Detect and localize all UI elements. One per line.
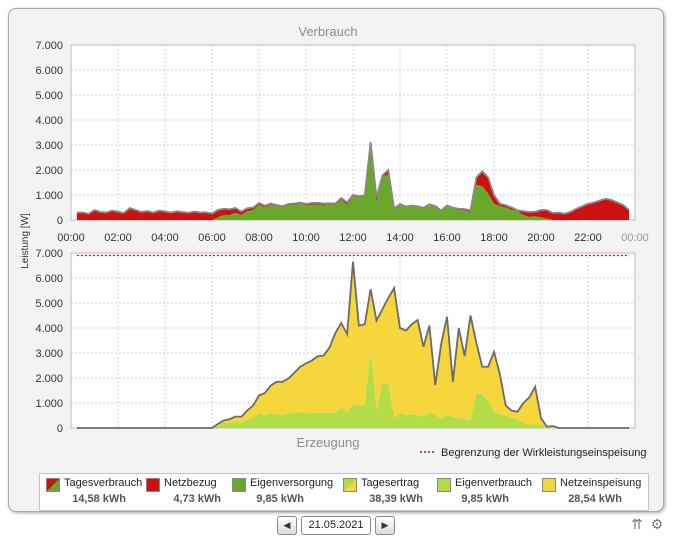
legend-label: Tagesertrag: [361, 477, 420, 489]
x-tick-label: 02:00: [104, 232, 132, 244]
area-eigenverbrauch: [76, 351, 630, 428]
arrow-left-icon: ◀: [283, 520, 291, 530]
energy-chart-panel: Verbrauch 7.000 6.000 5.000 4.000 3.000 2.000…: [8, 8, 664, 512]
y-tick-label: 7.000: [35, 40, 63, 52]
top-chart-x-ticks: 00:00 02:00 04:00 06:00 08:00 10:00 12:00 14:00…: [57, 232, 649, 244]
arrow-right-icon: ▶: [381, 520, 389, 530]
settings-icon[interactable]: ⚙: [650, 516, 664, 532]
legend-value: 28,54 kWh: [568, 493, 622, 505]
y-tick-label: 5.000: [35, 298, 63, 310]
export-icon[interactable]: ⇈: [631, 516, 643, 532]
x-tick-label: 06:00: [198, 232, 226, 244]
x-tick-label: 14:00: [386, 232, 414, 244]
y-tick-label: 6.000: [35, 273, 63, 285]
legend-label: Eigenversorgung: [250, 477, 334, 489]
x-tick-label: 00:00: [57, 232, 85, 244]
next-day-button[interactable]: ▶: [375, 516, 395, 535]
y-tick-label: 3.000: [35, 140, 63, 152]
legend-item-tagesertrag[interactable]: Tagesertrag 38,39 kWh: [343, 474, 435, 510]
x-tick-label: 10:00: [292, 232, 320, 244]
x-tick-label: 04:00: [151, 232, 179, 244]
y-tick-label: 1.000: [35, 190, 63, 202]
legend-value: 14,58 kWh: [72, 493, 126, 505]
legend-label: Eigenverbrauch: [455, 477, 533, 489]
total-outline: [76, 261, 630, 429]
tagesertrag-swatch: [343, 478, 357, 492]
x-tick-label: 00:00: [621, 232, 649, 244]
y-tick-label: 4.000: [35, 323, 63, 335]
legend-label: Netzbezug: [164, 477, 217, 489]
area-netzeinspeisung: [76, 261, 630, 428]
top-chart-grid: [70, 44, 636, 221]
bottom-chart-y-ticks: 7.000 6.000 5.000 4.000 3.000 2.000 1.000 0: [35, 248, 63, 435]
bottom-chart-areas: [76, 261, 630, 429]
legend-label: Netzeinspeisung: [560, 477, 642, 489]
x-tick-label: 12:00: [339, 232, 367, 244]
eigenversorgung-swatch: [232, 478, 246, 492]
limit-legend-label: Begrenzung der Wirkleistungseinspeisung: [441, 447, 646, 459]
y-tick-label: 1.000: [35, 398, 63, 410]
y-tick-label: 4.000: [35, 115, 63, 127]
date-field[interactable]: 21.05.2021: [301, 516, 371, 535]
legend-value: 9,85 kWh: [256, 493, 304, 505]
x-tick-label: 18:00: [480, 232, 508, 244]
y-tick-label: 7.000: [35, 248, 63, 260]
area-netzbezug: [76, 142, 630, 220]
legend-value: 9,85 kWh: [461, 493, 509, 505]
legend-item-netzeinspeisung[interactable]: Netzeinspeisung 28,54 kWh: [542, 474, 646, 510]
top-chart-y-ticks: 7.000 6.000 5.000 4.000 3.000 2.000 1.000 0: [35, 40, 63, 227]
netzeinspeisung-swatch: [542, 478, 556, 492]
y-axis-label: Leistung [W]: [20, 213, 31, 269]
y-tick-label: 5.000: [35, 90, 63, 102]
x-tick-label: 20:00: [527, 232, 555, 244]
y-tick-label: 0: [57, 423, 63, 435]
y-tick-label: 2.000: [35, 165, 63, 177]
chart-canvas: Verbrauch 7.000 6.000 5.000 4.000 3.000 2.000…: [20, 24, 649, 459]
legend-item-tagesverbrauch[interactable]: Tagesverbrauch 14,58 kWh: [46, 474, 142, 510]
bottom-chart-title: Erzeugung: [297, 435, 360, 450]
x-tick-label: 08:00: [245, 232, 273, 244]
x-tick-label: 16:00: [433, 232, 461, 244]
area-eigenversorgung: [76, 143, 630, 220]
previous-day-button[interactable]: ◀: [277, 516, 297, 535]
total-outline: [76, 142, 630, 215]
y-tick-label: 0: [57, 215, 63, 227]
chart-legend: Tagesverbrauch 14,58 kWh Netzbezug 4,73 …: [39, 473, 649, 511]
y-tick-label: 3.000: [35, 348, 63, 360]
legend-item-netzbezug[interactable]: Netzbezug 4,73 kWh: [146, 474, 230, 510]
eigenverbrauch-swatch: [437, 478, 451, 492]
top-chart-title: Verbrauch: [298, 24, 357, 39]
x-tick-label: 22:00: [574, 232, 602, 244]
netzbezug-swatch: [146, 478, 160, 492]
y-tick-label: 6.000: [35, 65, 63, 77]
legend-value: 38,39 kWh: [369, 493, 423, 505]
legend-item-eigenversorgung[interactable]: Eigenversorgung 9,85 kWh: [232, 474, 340, 510]
top-chart-areas: [76, 142, 630, 220]
y-tick-label: 2.000: [35, 373, 63, 385]
tagesverbrauch-swatch: [46, 478, 60, 492]
legend-value: 4,73 kWh: [173, 493, 221, 505]
legend-label: Tagesverbrauch: [64, 477, 143, 489]
legend-item-eigenverbrauch[interactable]: Eigenverbrauch 9,85 kWh: [437, 474, 537, 510]
